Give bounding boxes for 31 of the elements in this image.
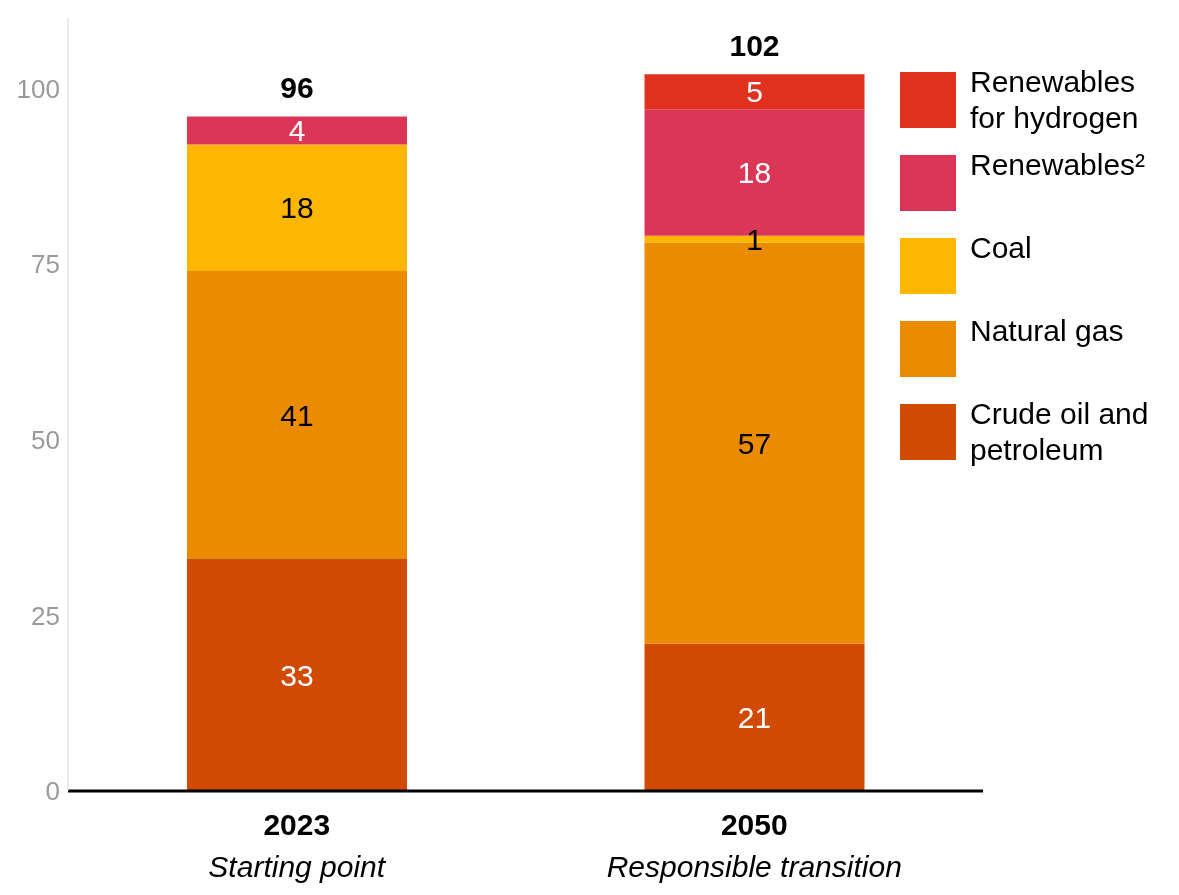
- total-label: 96: [280, 71, 314, 105]
- x-tick-label: 2023: [263, 808, 331, 841]
- y-tick-label: 0: [45, 776, 60, 807]
- y-tick-label: 100: [16, 73, 60, 104]
- legend-label: Natural gas: [970, 313, 1125, 349]
- legend-label: Coal: [970, 230, 1033, 266]
- x-tick-label: 2050: [720, 808, 788, 841]
- data-label: 5: [746, 75, 763, 109]
- bar: [187, 559, 407, 791]
- legend-label: Crude oil and petroleum: [970, 396, 1150, 468]
- total-label: 102: [729, 29, 780, 63]
- data-label: 1: [746, 223, 763, 257]
- bar: [187, 116, 407, 145]
- y-tick-label: 25: [31, 600, 60, 631]
- y-tick-label: 75: [31, 249, 60, 280]
- bar: [644, 74, 865, 110]
- bar: [644, 643, 865, 791]
- data-label: 21: [737, 700, 772, 734]
- data-label: 18: [737, 156, 772, 190]
- data-label: 33: [280, 658, 314, 692]
- data-label: 18: [280, 191, 314, 225]
- legend-label: Renewables²: [970, 147, 1147, 183]
- legend-label: Renewables for hydrogen: [970, 64, 1140, 136]
- bar: [187, 270, 407, 560]
- y-tick-label: 50: [31, 424, 60, 455]
- text: Responsible transition: [606, 850, 902, 883]
- bar: [187, 144, 407, 271]
- data-label: 41: [280, 398, 314, 432]
- text: Starting point: [208, 850, 387, 883]
- data-label: 57: [737, 426, 772, 460]
- data-label: 4: [288, 114, 306, 148]
